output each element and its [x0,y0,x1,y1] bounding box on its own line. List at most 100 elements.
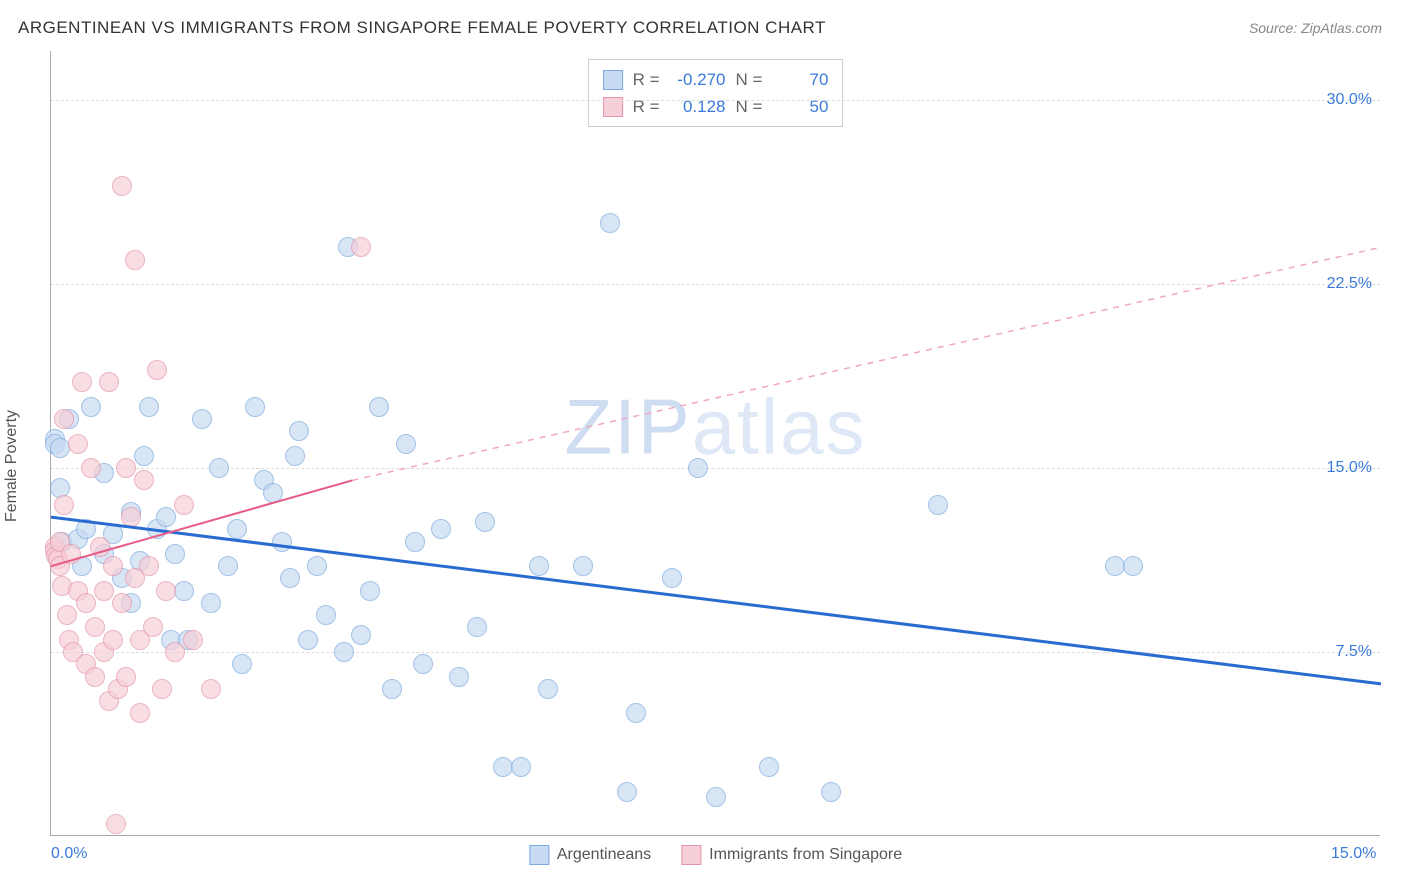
chart-container: Female Poverty ZIPatlas R = -0.270 N = 7… [0,46,1406,886]
source-attribution: Source: ZipAtlas.com [1249,20,1382,36]
marker-argentinean [139,397,159,417]
marker-argentinean [413,654,433,674]
marker-singapore [94,581,114,601]
legend-item-1: Immigrants from Singapore [681,845,902,865]
marker-singapore [99,372,119,392]
marker-singapore [152,679,172,699]
marker-singapore [134,470,154,490]
marker-argentinean [227,519,247,539]
marker-singapore [174,495,194,515]
marker-argentinean [1123,556,1143,576]
marker-argentinean [209,458,229,478]
marker-argentinean [81,397,101,417]
source-label: Source: [1249,20,1301,36]
gridline [51,100,1380,101]
marker-argentinean [928,495,948,515]
marker-singapore [57,605,77,625]
marker-singapore [125,250,145,270]
y-tick-label: 22.5% [1327,275,1372,293]
marker-argentinean [382,679,402,699]
stats-row-series-1: R = 0.128 N = 50 [603,93,829,120]
marker-singapore [130,703,150,723]
marker-singapore [116,458,136,478]
marker-singapore [183,630,203,650]
marker-singapore [54,495,74,515]
swatch-series-0 [603,70,623,90]
marker-singapore [85,667,105,687]
marker-singapore [147,360,167,380]
gridline [51,652,1380,653]
marker-singapore [72,372,92,392]
marker-argentinean [360,581,380,601]
y-axis-label: Female Poverty [3,410,21,522]
marker-argentinean [369,397,389,417]
marker-argentinean [232,654,252,674]
r-label-0: R = [633,66,660,93]
marker-argentinean [272,532,292,552]
marker-singapore [156,581,176,601]
plot-area: ZIPatlas R = -0.270 N = 70 R = 0.128 N =… [50,51,1380,836]
chart-title: ARGENTINEAN VS IMMIGRANTS FROM SINGAPORE… [18,18,826,38]
marker-argentinean [529,556,549,576]
y-tick-label: 7.5% [1336,643,1372,661]
marker-singapore [139,556,159,576]
marker-singapore [76,593,96,613]
marker-argentinean [285,446,305,466]
marker-singapore [165,642,185,662]
stats-legend: R = -0.270 N = 70 R = 0.128 N = 50 [588,59,844,127]
marker-argentinean [821,782,841,802]
marker-argentinean [289,421,309,441]
y-tick-label: 30.0% [1327,91,1372,109]
marker-singapore [103,556,123,576]
watermark-part2: atlas [692,383,867,471]
marker-argentinean [573,556,593,576]
marker-singapore [90,537,110,557]
marker-singapore [351,237,371,257]
r-label-1: R = [633,93,660,120]
marker-singapore [81,458,101,478]
marker-singapore [54,409,74,429]
marker-singapore [103,630,123,650]
n-value-1: 50 [772,93,828,120]
watermark-part1: ZIP [564,383,691,471]
marker-argentinean [134,446,154,466]
marker-singapore [116,667,136,687]
marker-argentinean [280,568,300,588]
marker-argentinean [396,434,416,454]
marker-argentinean [617,782,637,802]
legend-label-0: Argentineans [557,846,651,864]
legend-swatch-0 [529,845,549,865]
x-tick-label: 0.0% [51,845,87,863]
trendline-singapore-dashed [352,247,1381,480]
marker-singapore [85,617,105,637]
marker-argentinean [538,679,558,699]
marker-argentinean [467,617,487,637]
marker-argentinean [218,556,238,576]
marker-singapore [121,507,141,527]
stats-row-series-0: R = -0.270 N = 70 [603,66,829,93]
marker-singapore [112,176,132,196]
legend-swatch-1 [681,845,701,865]
bottom-legend: Argentineans Immigrants from Singapore [529,845,902,865]
gridline [51,284,1380,285]
marker-singapore [68,434,88,454]
legend-label-1: Immigrants from Singapore [709,846,902,864]
marker-argentinean [405,532,425,552]
source-name: ZipAtlas.com [1301,20,1382,36]
marker-argentinean [511,757,531,777]
watermark: ZIPatlas [564,382,866,473]
marker-argentinean [626,703,646,723]
marker-argentinean [600,213,620,233]
n-label-1: N = [736,93,763,120]
n-label-0: N = [736,66,763,93]
marker-argentinean [245,397,265,417]
marker-argentinean [156,507,176,527]
marker-argentinean [475,512,495,532]
marker-argentinean [263,483,283,503]
gridline [51,468,1380,469]
marker-argentinean [351,625,371,645]
marker-singapore [143,617,163,637]
marker-argentinean [688,458,708,478]
marker-singapore [201,679,221,699]
marker-argentinean [76,519,96,539]
